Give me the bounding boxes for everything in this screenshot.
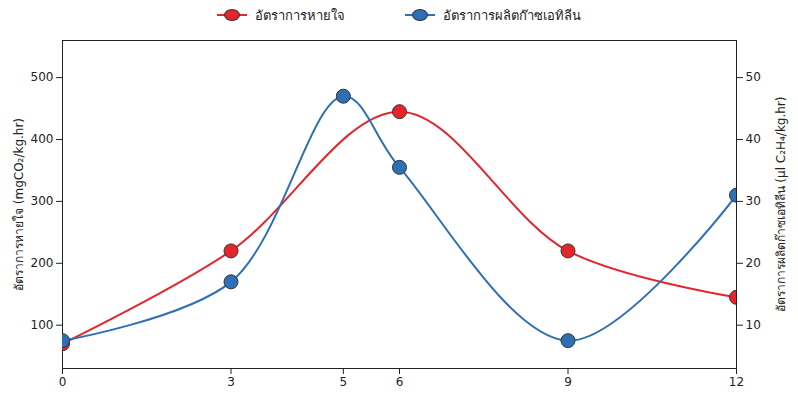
svg-text:6: 6: [396, 375, 404, 389]
svg-text:300: 300: [31, 194, 54, 208]
html-text:อัตราการผลิตก๊าซเอทิลีน: อัตราการผลิตก๊าซเอทิลีน: [443, 7, 581, 23]
svg-text:12: 12: [729, 375, 744, 389]
svg-text:อัตราการหายใจ (mgCO₂/kg.hr): อัตราการหายใจ (mgCO₂/kg.hr): [12, 118, 26, 291]
svg-text:5: 5: [340, 375, 348, 389]
svg-text:20: 20: [746, 256, 761, 270]
svg-text:400: 400: [31, 132, 54, 146]
svg-text:500: 500: [31, 70, 54, 84]
svg-text:30: 30: [746, 194, 761, 208]
svg-text:0: 0: [59, 375, 67, 389]
svg-text:200: 200: [31, 256, 54, 270]
svg-text:อัตราการผลิตก๊าซเอทิลีน (µl C₂: อัตราการผลิตก๊าซเอทิลีน (µl C₂H₄/kg.hr): [774, 97, 788, 313]
svg-text:40: 40: [746, 132, 761, 146]
svg-text:50: 50: [746, 70, 761, 84]
svg-text:100: 100: [31, 318, 54, 332]
svg-text:9: 9: [564, 375, 572, 389]
svg-text:3: 3: [227, 375, 235, 389]
html-text:อัตราการหายใจ: อัตราการหายใจ: [255, 7, 345, 23]
svg-text:10: 10: [746, 318, 761, 332]
